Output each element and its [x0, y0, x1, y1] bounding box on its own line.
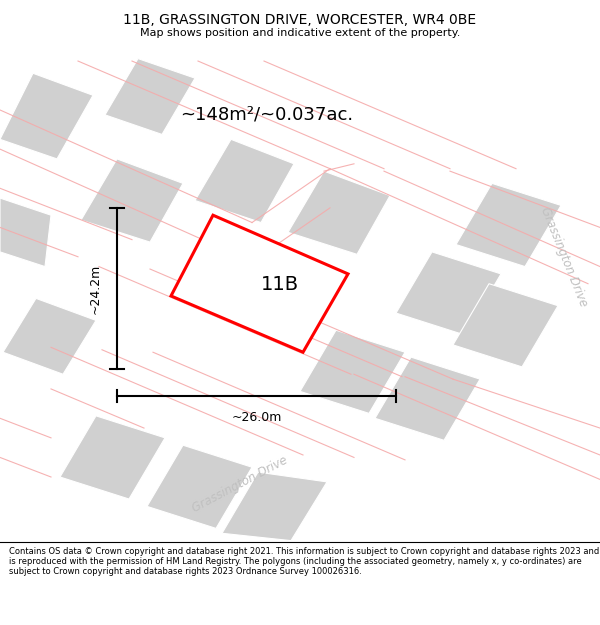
Polygon shape [456, 183, 561, 267]
Polygon shape [288, 171, 390, 254]
Polygon shape [396, 252, 501, 335]
Text: Map shows position and indicative extent of the property.: Map shows position and indicative extent… [140, 28, 460, 39]
Polygon shape [60, 416, 165, 499]
Polygon shape [81, 159, 183, 242]
Polygon shape [300, 330, 405, 413]
Polygon shape [3, 298, 96, 374]
Polygon shape [0, 198, 51, 267]
Text: 11B: 11B [260, 275, 299, 294]
Text: Grassington Drive: Grassington Drive [190, 454, 290, 515]
Text: ~148m²/~0.037ac.: ~148m²/~0.037ac. [180, 106, 353, 124]
Polygon shape [147, 445, 252, 528]
Polygon shape [171, 215, 348, 352]
Polygon shape [375, 357, 480, 440]
Polygon shape [453, 284, 558, 367]
Text: 11B, GRASSINGTON DRIVE, WORCESTER, WR4 0BE: 11B, GRASSINGTON DRIVE, WORCESTER, WR4 0… [124, 12, 476, 27]
Polygon shape [195, 139, 294, 222]
Text: ~24.2m: ~24.2m [89, 264, 102, 314]
Text: Grassington Drive: Grassington Drive [538, 205, 590, 309]
Text: ~26.0m: ~26.0m [232, 411, 281, 424]
Polygon shape [222, 472, 327, 541]
Polygon shape [0, 73, 93, 159]
Text: Contains OS data © Crown copyright and database right 2021. This information is : Contains OS data © Crown copyright and d… [9, 546, 599, 576]
Polygon shape [105, 59, 195, 134]
